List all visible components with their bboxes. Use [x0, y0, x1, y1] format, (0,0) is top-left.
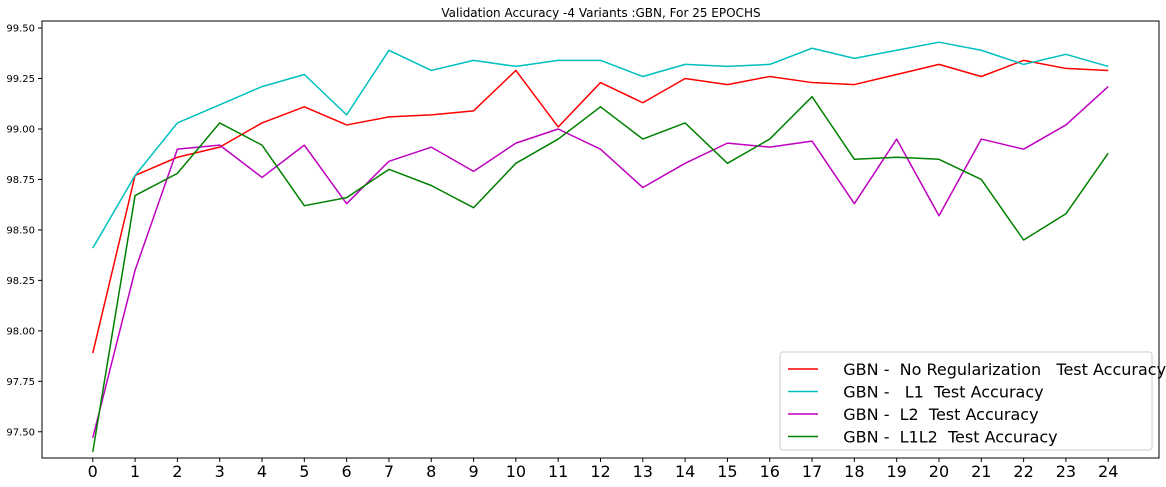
x-tick-label: 14: [675, 462, 695, 481]
chart-title: Validation Accuracy -4 Variants :GBN, Fo…: [441, 6, 760, 20]
x-tick-label: 18: [844, 462, 864, 481]
x-tick-label: 11: [548, 462, 568, 481]
x-tick-label: 2: [172, 462, 182, 481]
x-tick-label: 20: [929, 462, 949, 481]
x-tick-label: 1: [130, 462, 140, 481]
x-tick-label: 24: [1098, 462, 1118, 481]
y-tick-label: 98.75: [6, 175, 35, 186]
x-tick-label: 3: [215, 462, 225, 481]
x-tick-label: 5: [299, 462, 309, 481]
legend-box: [779, 351, 1153, 451]
legend-label-1: GBN - No Regularization Test Accuracy: [828, 360, 1166, 379]
y-axis: 97.50 97.75 98.00 98.25 98.50 98.75 99.00 99.25…: [6, 24, 42, 438]
x-tick-label: 9: [468, 462, 478, 481]
y-tick-label: 98.50: [6, 225, 35, 236]
x-tick-label: 10: [506, 462, 526, 481]
x-axis: 0 1 2 3 4 5 6 7 8 9 10 11 12 13 14 15 16 17 18 19 20 21 22 23 24: [88, 458, 1118, 481]
series-line-4: [92, 95, 1109, 453]
legend-label-3: GBN - L2 Test Accuracy: [828, 405, 1039, 424]
x-tick-label: 6: [342, 462, 352, 481]
x-tick-label: 12: [590, 462, 610, 481]
legend-label-4: GBN - L1L2 Test Accuracy: [828, 428, 1058, 447]
series-line-2: [92, 41, 1109, 249]
y-tick-label: 97.50: [6, 427, 35, 438]
y-tick-label: 99.50: [6, 24, 35, 35]
x-tick-label: 15: [717, 462, 737, 481]
x-tick-label: 4: [257, 462, 267, 481]
y-tick-label: 98.00: [6, 326, 35, 337]
x-tick-label: 16: [760, 462, 780, 481]
x-tick-label: 0: [88, 462, 98, 481]
series-line-3: [92, 86, 1109, 439]
series-line-1: [92, 59, 1109, 354]
x-tick-label: 17: [802, 462, 822, 481]
x-tick-label: 7: [384, 462, 394, 481]
x-tick-label: 22: [1013, 462, 1033, 481]
y-tick-label: 98.25: [6, 276, 35, 287]
y-tick-label: 99.25: [6, 74, 35, 85]
x-tick-label: 19: [886, 462, 906, 481]
x-tick-label: 21: [971, 462, 991, 481]
legend-label-2: GBN - L1 Test Accuracy: [828, 383, 1044, 402]
x-tick-label: 8: [426, 462, 436, 481]
y-tick-label: 97.75: [6, 377, 35, 388]
legend: GBN - No Regularization Test Accuracy GB…: [779, 351, 1166, 451]
series-layer: [92, 41, 1109, 453]
y-tick-label: 99.00: [6, 124, 35, 135]
x-tick-label: 13: [633, 462, 653, 481]
x-tick-label: 23: [1056, 462, 1076, 481]
